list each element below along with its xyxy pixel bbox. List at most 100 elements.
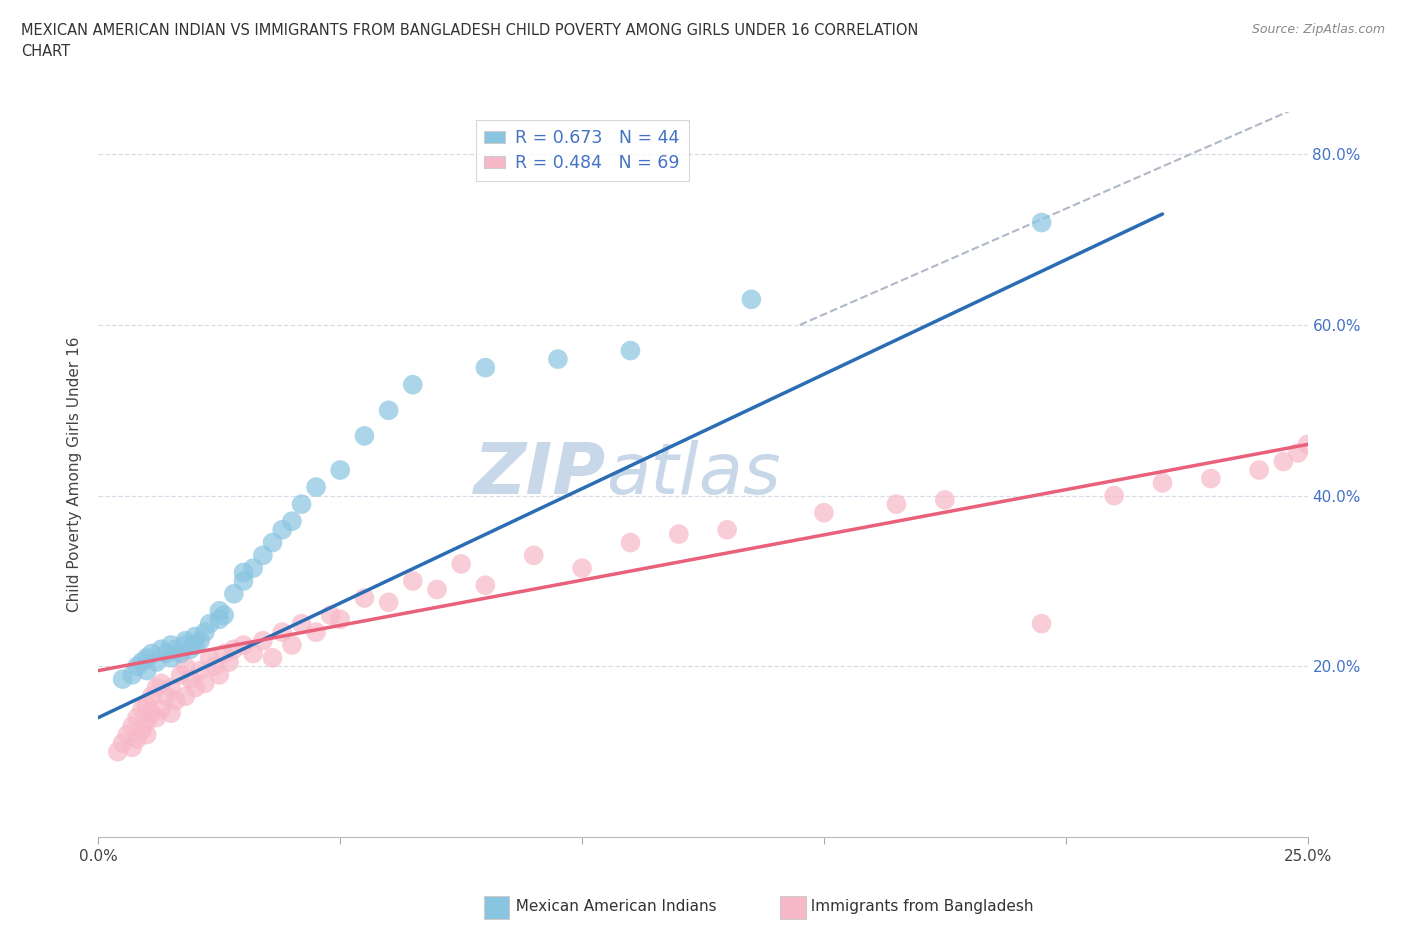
Point [165,642,187,657]
Point [252,633,274,648]
Y-axis label: Child Poverty Among Girls Under 16: Child Poverty Among Girls Under 16 [67,337,83,612]
Point [194,625,217,640]
Point [121,719,143,734]
Point [169,646,191,661]
Point [232,565,254,580]
Point [131,723,153,737]
Point [523,548,546,563]
Point [165,693,187,708]
Point [169,668,191,683]
Point [194,676,217,691]
Point [218,655,240,670]
Point [281,513,304,528]
Point [160,638,183,653]
Point [547,352,569,366]
Point [135,698,157,712]
Point [160,650,183,665]
Point [1286,445,1309,460]
Point [150,676,173,691]
Point [179,671,201,686]
Point [121,668,143,683]
Text: Source: ZipAtlas.com: Source: ZipAtlas.com [1251,23,1385,36]
Point [281,638,304,653]
Point [1199,472,1222,486]
Point [222,586,245,601]
Point [212,646,235,661]
Point [198,617,221,631]
Point [208,668,231,683]
Point [111,736,134,751]
Point [474,578,496,592]
Point [150,701,173,716]
Point [135,714,157,729]
Point [107,744,129,759]
Point [127,711,149,725]
Point [145,711,167,725]
Point [1152,475,1174,490]
Point [174,633,197,648]
Text: Mexican American Indians: Mexican American Indians [506,899,717,914]
Point [242,646,264,661]
Point [290,497,312,512]
Point [184,629,207,644]
Text: Immigrants from Bangladesh: Immigrants from Bangladesh [801,899,1033,914]
Point [934,493,956,508]
Point [212,607,235,622]
Point [198,650,221,665]
Point [232,638,254,653]
Point [208,612,231,627]
Point [450,556,472,571]
Point [145,655,167,670]
Point [174,658,197,673]
Point [155,646,177,661]
Point [145,680,167,695]
Point [1031,617,1053,631]
Point [886,497,908,512]
Point [222,642,245,657]
Point [232,574,254,589]
Point [252,548,274,563]
Point [290,617,312,631]
Point [160,680,183,695]
Point [305,625,328,640]
Point [402,574,425,589]
Point [184,638,207,653]
Point [716,523,738,538]
Point [329,612,352,627]
Point [184,680,207,695]
Point [1249,462,1271,477]
Point [131,701,153,716]
Point [353,429,375,444]
Point [188,633,211,648]
Point [1272,454,1295,469]
Point [135,727,157,742]
Point [135,663,157,678]
Point [1031,215,1053,230]
Legend: R = 0.673   N = 44, R = 0.484   N = 69: R = 0.673 N = 44, R = 0.484 N = 69 [475,120,689,180]
Point [1320,432,1343,447]
Point [127,658,149,673]
Point [127,731,149,746]
Point [426,582,449,597]
Text: atlas: atlas [606,440,780,509]
Point [242,561,264,576]
Point [619,535,641,550]
Text: MEXICAN AMERICAN INDIAN VS IMMIGRANTS FROM BANGLADESH CHILD POVERTY AMONG GIRLS : MEXICAN AMERICAN INDIAN VS IMMIGRANTS FR… [21,23,918,60]
Point [150,642,173,657]
Point [353,591,375,605]
Point [188,663,211,678]
Point [402,378,425,392]
Point [204,658,226,673]
Point [160,706,183,721]
Point [474,360,496,375]
Point [262,535,284,550]
Point [329,462,352,477]
Point [111,671,134,686]
Point [668,526,690,541]
Point [271,523,294,538]
Point [319,607,342,622]
Point [377,595,399,610]
Point [121,740,143,755]
Point [262,650,284,665]
Point [135,650,157,665]
